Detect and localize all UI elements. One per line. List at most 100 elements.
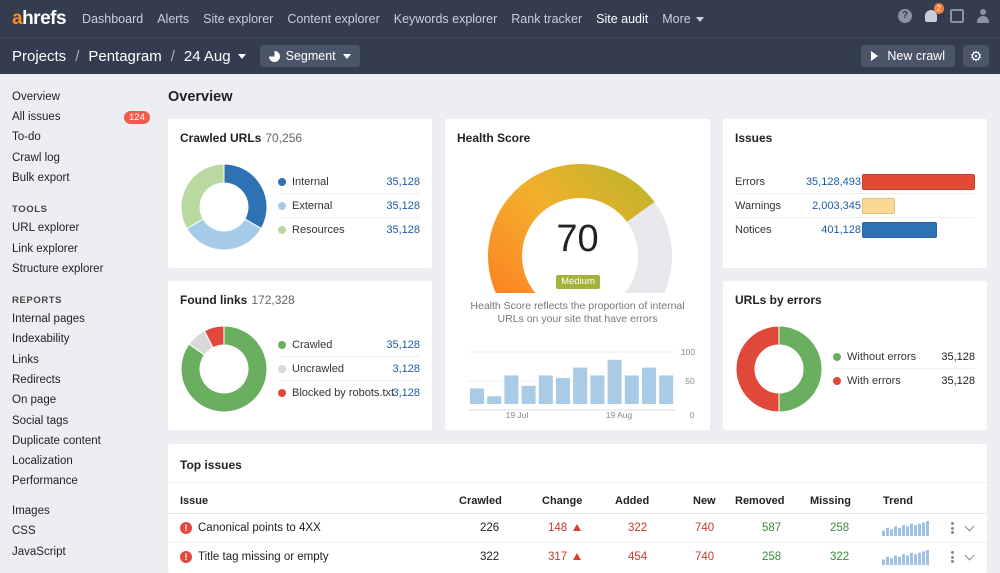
legend-row-blocked[interactable]: Blocked by robots.txt 3,128 <box>278 381 420 405</box>
donut-slice[interactable] <box>180 163 225 230</box>
legend-value[interactable]: 3,128 <box>392 362 420 375</box>
issue-name[interactable]: Title tag missing or empty <box>198 551 329 563</box>
sidebar-item-crawl-log[interactable]: Crawl log <box>12 152 60 164</box>
nav-more[interactable]: More <box>662 12 704 26</box>
health-bar[interactable] <box>538 375 553 404</box>
health-bar[interactable] <box>659 375 674 404</box>
legend-row-external[interactable]: External 35,128 <box>278 194 420 218</box>
legend-value[interactable]: 35,128 <box>941 375 975 387</box>
nav-site-audit[interactable]: Site audit <box>596 11 649 26</box>
health-bar[interactable] <box>470 388 484 404</box>
sidebar-item-javascript[interactable]: JavaScript <box>12 546 66 558</box>
sidebar-item-duplicate-content[interactable]: Duplicate content <box>12 435 101 447</box>
sidebar-item-url-explorer[interactable]: URL explorer <box>12 222 80 234</box>
sidebar-item-localization[interactable]: Localization <box>12 455 73 467</box>
issue-type-value[interactable]: 401,128 <box>821 224 861 236</box>
nav-content-explorer[interactable]: Content explorer <box>287 11 380 26</box>
issues-row-errors[interactable]: Errors 35,128,493 <box>735 170 975 194</box>
col-issue[interactable]: Issue <box>180 495 209 507</box>
legend-row-without-errors[interactable]: Without errors 35,128 <box>833 345 975 369</box>
table-row[interactable]: ! Canonical points to 4XX 226 148 322 74… <box>168 514 987 543</box>
donut-slice[interactable] <box>186 218 262 251</box>
sidebar-item-bulk-export[interactable]: Bulk export <box>12 172 70 184</box>
document-icon[interactable] <box>950 9 964 23</box>
legend-row-uncrawled[interactable]: Uncrawled 3,128 <box>278 357 420 381</box>
col-missing[interactable]: Missing <box>810 495 851 507</box>
sidebar-item-css[interactable]: CSS <box>12 525 36 537</box>
expand-chevron-icon[interactable] <box>964 550 975 561</box>
health-bar[interactable] <box>556 378 570 404</box>
health-bar[interactable] <box>521 385 536 404</box>
donut-slice[interactable] <box>735 325 780 413</box>
donut-slice[interactable] <box>778 325 823 413</box>
expand-chevron-icon[interactable] <box>964 521 975 532</box>
legend-value[interactable]: 35,128 <box>386 199 420 212</box>
crumb-projects[interactable]: Projects <box>12 47 67 65</box>
issue-bar[interactable] <box>862 198 895 214</box>
nav-dashboard[interactable]: Dashboard <box>82 11 144 26</box>
issues-row-notices[interactable]: Notices 401,128 <box>735 218 975 242</box>
health-bar[interactable] <box>607 359 622 404</box>
sidebar-item-images[interactable]: Images <box>12 505 50 517</box>
legend-value[interactable]: 35,128 <box>941 350 975 363</box>
health-bar[interactable] <box>504 375 519 404</box>
sidebar-item-overview[interactable]: Overview <box>12 91 60 103</box>
issue-bar[interactable] <box>862 222 937 238</box>
col-added[interactable]: Added <box>615 495 650 507</box>
nav-keywords-explorer[interactable]: Keywords explorer <box>393 11 498 26</box>
legend-value[interactable]: 35,128 <box>386 224 420 236</box>
segment-button[interactable]: Segment <box>259 45 360 67</box>
legend-row-with-errors[interactable]: With errors 35,128 <box>833 369 975 393</box>
legend-row-internal[interactable]: Internal 35,128 <box>278 170 420 194</box>
donut-slice[interactable] <box>203 325 225 349</box>
help-icon[interactable]: ? <box>898 9 912 23</box>
col-crawled[interactable]: Crawled <box>459 495 502 507</box>
nav-rank-tracker[interactable]: Rank tracker <box>511 11 583 26</box>
issue-type-value[interactable]: 35,128,493 <box>805 175 861 188</box>
legend-row-crawled[interactable]: Crawled 35,128 <box>278 333 420 357</box>
health-bar[interactable] <box>642 367 656 404</box>
sidebar-item-internal-pages[interactable]: Internal pages <box>12 313 85 325</box>
legend-value[interactable]: 3,128 <box>392 387 420 399</box>
ahrefs-logo[interactable]: ahrefs <box>12 7 67 29</box>
notifications-button[interactable]: 2 <box>924 3 944 23</box>
donut-slice[interactable] <box>180 325 268 413</box>
nav-site-explorer[interactable]: Site explorer <box>203 11 274 26</box>
col-trend[interactable]: Trend <box>883 495 913 507</box>
more-options-icon[interactable] <box>951 551 954 563</box>
sidebar-item-indexability[interactable]: Indexability <box>12 333 70 345</box>
nav-alerts[interactable]: Alerts <box>157 11 190 26</box>
legend-value[interactable]: 35,128 <box>386 175 420 188</box>
health-bar[interactable] <box>590 375 605 404</box>
settings-button[interactable]: ⚙ <box>963 45 989 67</box>
sidebar-item-structure-explorer[interactable]: Structure explorer <box>12 263 104 275</box>
crumb-date[interactable]: 24 Aug <box>183 47 231 65</box>
sidebar-item-social-tags[interactable]: Social tags <box>12 415 69 427</box>
issues-row-warnings[interactable]: Warnings 2,003,345 <box>735 194 975 218</box>
sidebar-item-redirects[interactable]: Redirects <box>12 374 61 386</box>
col-removed[interactable]: Removed <box>735 495 785 507</box>
col-new[interactable]: New <box>693 495 716 507</box>
sidebar-item-links[interactable]: Links <box>12 354 39 366</box>
sidebar-item-performance[interactable]: Performance <box>12 475 78 487</box>
new-crawl-button[interactable]: New crawl <box>861 45 955 67</box>
legend-row-resources[interactable]: Resources 35,128 <box>278 218 420 242</box>
issue-bar[interactable] <box>862 174 975 190</box>
more-options-icon[interactable] <box>951 522 954 534</box>
donut-slice[interactable] <box>223 163 268 230</box>
user-icon[interactable] <box>976 9 990 23</box>
legend-value[interactable]: 35,128 <box>386 338 420 351</box>
col-change[interactable]: Change <box>542 495 583 507</box>
issue-type-value[interactable]: 2,003,345 <box>812 199 861 212</box>
issue-name[interactable]: Canonical points to 4XX <box>198 522 321 534</box>
chevron-down-icon[interactable] <box>237 53 246 59</box>
health-bar[interactable] <box>624 375 639 404</box>
health-bar[interactable] <box>487 396 502 404</box>
sidebar-item-to-do[interactable]: To-do <box>12 131 41 143</box>
crumb-project[interactable]: Pentagram <box>88 47 162 65</box>
health-bar[interactable] <box>573 367 588 404</box>
table-row[interactable]: ! Title tag missing or empty 322 317 454… <box>168 543 987 572</box>
sidebar-item-on-page[interactable]: On page <box>12 394 57 406</box>
sidebar-item-all-issues[interactable]: All issues <box>12 111 61 123</box>
sidebar-item-link-explorer[interactable]: Link explorer <box>12 243 78 255</box>
